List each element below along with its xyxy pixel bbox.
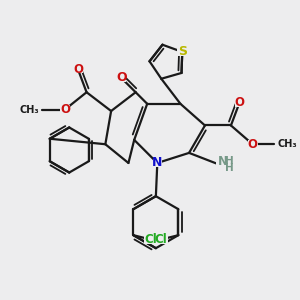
Text: O: O (235, 96, 244, 109)
Text: Cl: Cl (144, 233, 157, 246)
Bar (60, 105, 70, 114)
Text: O: O (248, 138, 258, 151)
Text: O: O (60, 103, 70, 116)
Text: CH₃: CH₃ (277, 139, 297, 149)
Bar (144, 235, 158, 244)
Text: H: H (225, 156, 234, 166)
Text: H: H (225, 163, 234, 173)
Text: Cl: Cl (155, 233, 167, 246)
Bar (248, 140, 257, 148)
Bar (116, 74, 126, 82)
Text: N: N (218, 155, 228, 168)
Bar (177, 48, 187, 56)
Text: N: N (152, 157, 163, 169)
Text: CH₃: CH₃ (19, 105, 39, 115)
Bar (154, 235, 168, 244)
Bar (73, 65, 83, 74)
Text: S: S (178, 45, 187, 58)
Bar (235, 98, 244, 107)
Text: O: O (116, 71, 127, 84)
Text: O: O (73, 63, 83, 76)
Bar (153, 159, 162, 167)
Bar (216, 154, 232, 176)
